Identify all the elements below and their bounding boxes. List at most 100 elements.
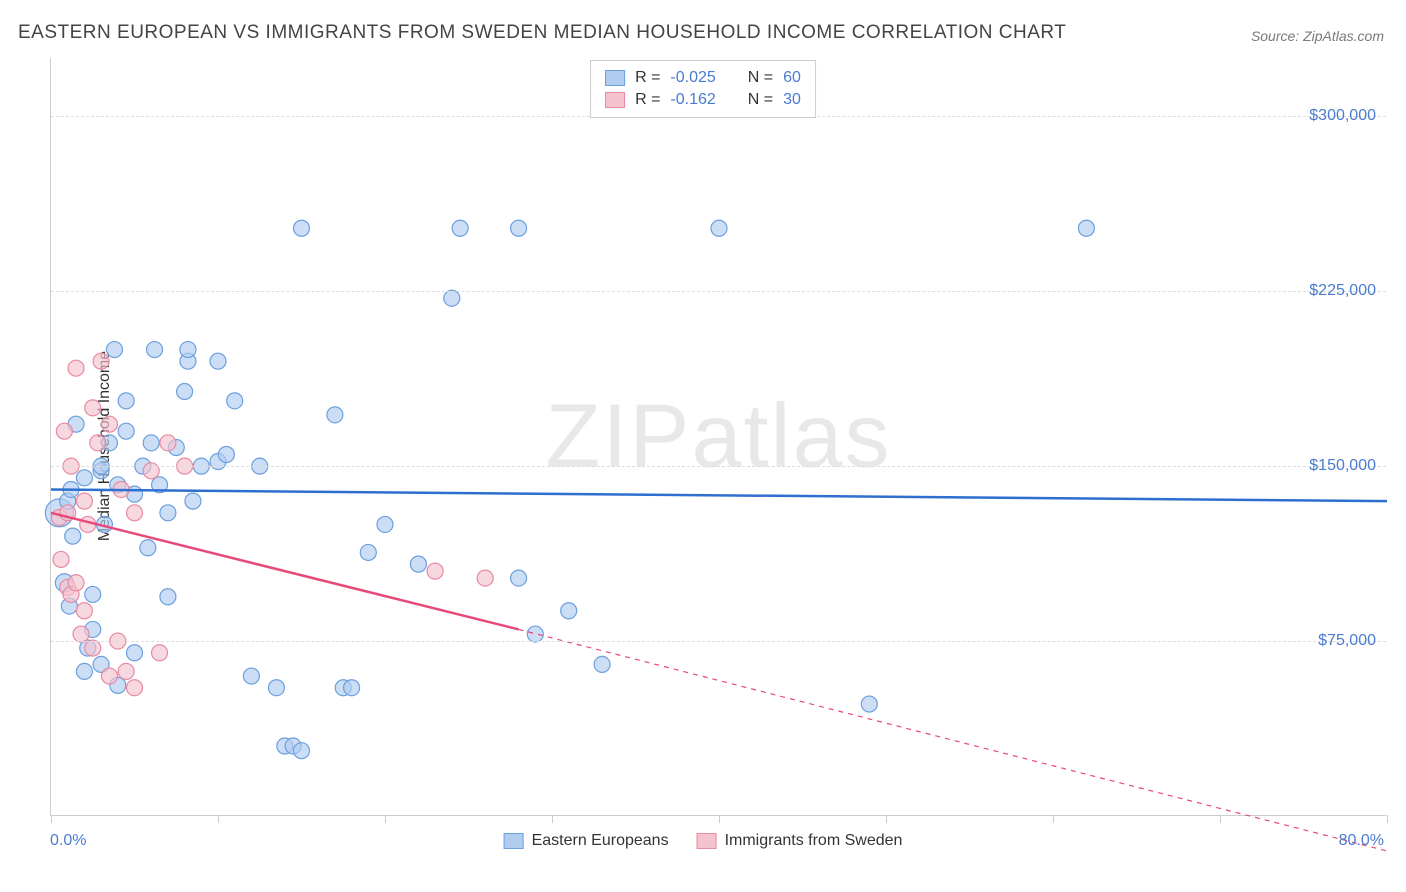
data-point [177,384,193,400]
data-point [76,603,92,619]
data-point [1078,220,1094,236]
x-tick [1053,815,1054,823]
data-point [68,575,84,591]
x-axis-min-label: 0.0% [50,832,86,850]
data-point [76,470,92,486]
data-point [127,645,143,661]
data-point [243,668,259,684]
x-axis-max-label: 80.0% [1339,832,1384,850]
chart-svg [51,58,1386,815]
data-point [65,528,81,544]
n-label: N = [748,91,773,109]
data-point [561,603,577,619]
source-label: Source: ZipAtlas.com [1251,28,1384,44]
data-point [227,393,243,409]
grid-line [51,466,1386,467]
data-point [344,680,360,696]
legend-label-1: Immigrants from Sweden [725,832,903,850]
legend-swatch-1b [697,833,717,849]
data-point [294,220,310,236]
data-point [118,423,134,439]
data-point [68,360,84,376]
n-value-0: 60 [783,69,801,87]
data-point [268,680,284,696]
data-point [477,570,493,586]
x-tick [1220,815,1221,823]
data-point [160,505,176,521]
data-point [218,446,234,462]
data-point [93,353,109,369]
data-point [511,220,527,236]
data-point [118,663,134,679]
trend-line [51,513,519,630]
y-tick-label: $75,000 [1318,632,1376,650]
data-point [85,586,101,602]
data-point [90,435,106,451]
data-point [147,342,163,358]
data-point [118,393,134,409]
data-point [360,544,376,560]
data-point [76,663,92,679]
r-label: R = [635,91,660,109]
data-point [594,656,610,672]
data-point [185,493,201,509]
data-point [210,353,226,369]
data-point [377,516,393,532]
data-point [410,556,426,572]
y-tick-label: $225,000 [1309,282,1376,300]
grid-line [51,291,1386,292]
data-point [327,407,343,423]
plot-area: ZIPatlas $75,000$150,000$225,000$300,000 [50,58,1386,816]
r-label: R = [635,69,660,87]
x-tick [51,815,52,823]
data-point [152,645,168,661]
data-point [85,400,101,416]
x-tick [552,815,553,823]
x-tick [1387,815,1388,823]
r-value-0: -0.025 [670,69,715,87]
data-point [76,493,92,509]
data-point [527,626,543,642]
trend-line [51,489,1387,501]
data-point [127,680,143,696]
legend-item-0: Eastern Europeans [504,832,669,850]
legend-correlation: R = -0.025 N = 60 R = -0.162 N = 30 [590,60,816,118]
data-point [511,570,527,586]
legend-swatch-0 [605,70,625,86]
data-point [427,563,443,579]
trend-line-extrapolated [519,629,1387,851]
legend-row-series-0: R = -0.025 N = 60 [605,67,801,89]
legend-label-0: Eastern Europeans [532,832,669,850]
data-point [861,696,877,712]
legend-series: Eastern Europeans Immigrants from Sweden [504,832,903,850]
data-point [294,743,310,759]
legend-item-1: Immigrants from Sweden [697,832,903,850]
data-point [444,290,460,306]
n-label: N = [748,69,773,87]
data-point [140,540,156,556]
r-value-1: -0.162 [670,91,715,109]
chart-title: EASTERN EUROPEAN VS IMMIGRANTS FROM SWED… [18,22,1066,44]
y-tick-label: $300,000 [1309,107,1376,125]
x-tick [886,815,887,823]
data-point [452,220,468,236]
data-point [101,416,117,432]
data-point [56,423,72,439]
data-point [143,435,159,451]
data-point [73,626,89,642]
data-point [127,505,143,521]
data-point [53,551,69,567]
grid-line [51,641,1386,642]
x-tick [719,815,720,823]
x-tick [218,815,219,823]
data-point [106,342,122,358]
n-value-1: 30 [783,91,801,109]
data-point [711,220,727,236]
x-tick [385,815,386,823]
legend-swatch-1 [605,92,625,108]
data-point [101,668,117,684]
data-point [160,589,176,605]
legend-swatch-0b [504,833,524,849]
data-point [85,640,101,656]
data-point [180,342,196,358]
